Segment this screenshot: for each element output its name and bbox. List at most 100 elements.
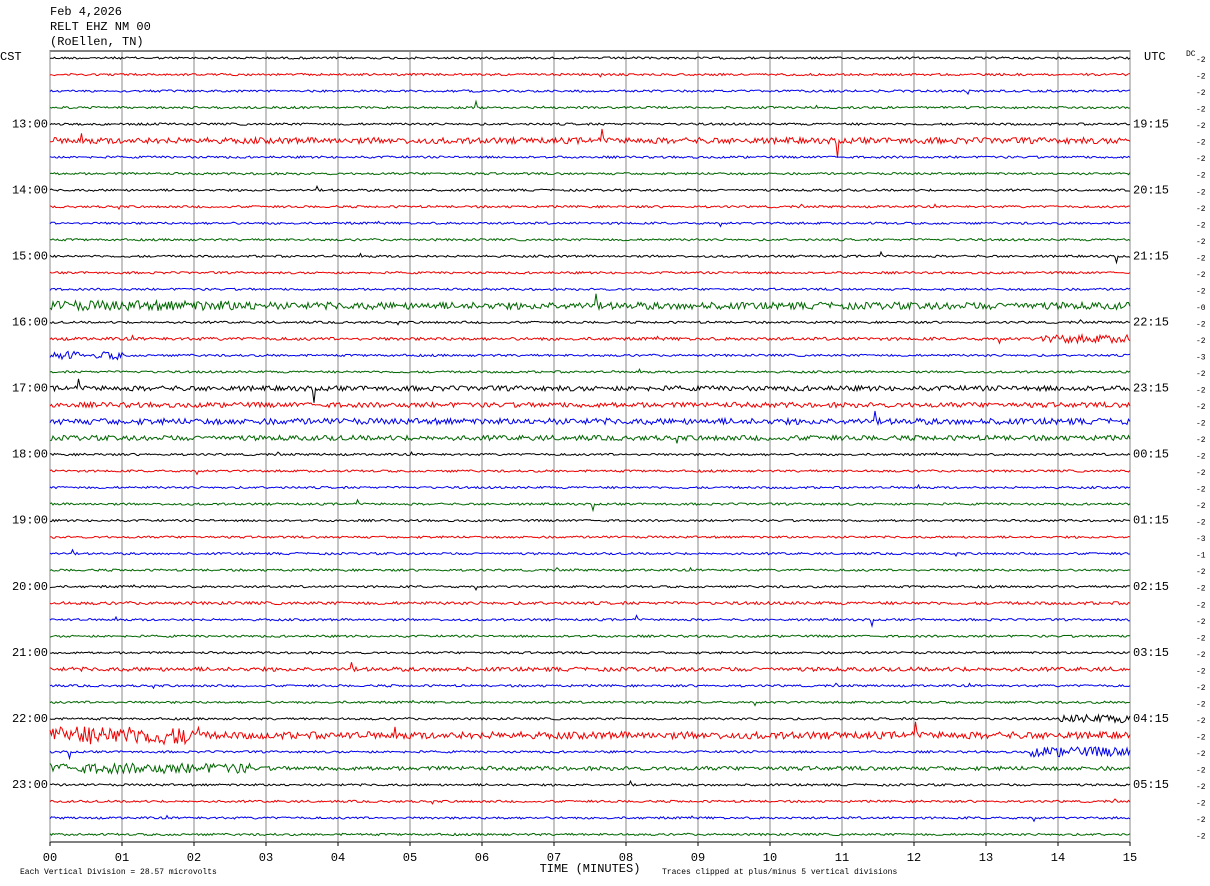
footer-left: Each Vertical Division = 28.57 microvolt…	[20, 868, 217, 877]
dc-offset: -2	[1196, 585, 1206, 594]
x-tick-label: 10	[763, 851, 777, 865]
trace	[49, 350, 1131, 361]
left-zone: CST	[0, 50, 22, 64]
trace	[49, 548, 1131, 558]
x-tick-label: 13	[979, 851, 993, 865]
dc-offset: -2	[1196, 634, 1206, 643]
footer-right: Traces clipped at plus/minus 5 vertical …	[662, 868, 897, 877]
dc-offset: -2	[1196, 667, 1206, 676]
trace	[49, 400, 1131, 409]
dc-offset: -1	[1196, 552, 1206, 561]
dc-offset: -2	[1196, 750, 1206, 759]
x-tick-label: 04	[331, 851, 345, 865]
x-axis-label: TIME (MINUTES)	[540, 862, 641, 876]
trace	[49, 469, 1131, 476]
dc-offset: -2	[1196, 684, 1206, 693]
left-time-label: 15:00	[12, 249, 48, 263]
right-time-label: 03:15	[1133, 646, 1169, 660]
trace	[49, 72, 1131, 78]
trace	[49, 584, 1131, 592]
left-time-label: 21:00	[12, 646, 48, 660]
trace	[49, 287, 1131, 292]
left-time-label: 19:00	[12, 514, 48, 528]
trace	[49, 155, 1131, 160]
x-tick-label: 05	[403, 851, 417, 865]
trace	[49, 410, 1131, 427]
dc-offset: -0	[1196, 304, 1206, 313]
dc-offset: -2	[1196, 783, 1206, 792]
x-tick-label: 06	[475, 851, 489, 865]
trace	[49, 814, 1131, 823]
x-tick-label: 02	[187, 851, 201, 865]
dc-offset: -2	[1196, 238, 1206, 247]
x-tick-label: 01	[115, 851, 129, 865]
trace	[49, 746, 1131, 761]
x-tick-label: 11	[835, 851, 849, 865]
trace	[49, 332, 1131, 345]
trace	[49, 798, 1131, 805]
trace	[49, 237, 1131, 242]
left-time-label: 13:00	[12, 117, 48, 131]
trace	[49, 721, 1131, 746]
dc-offset: -2	[1196, 106, 1206, 115]
dc-offset: -2	[1196, 221, 1206, 230]
trace	[49, 566, 1131, 573]
trace	[49, 762, 1131, 775]
trace	[49, 293, 1131, 312]
dc-offset: -2	[1196, 733, 1206, 742]
x-tick-label: 14	[1051, 851, 1065, 865]
trace	[49, 614, 1131, 628]
trace	[49, 122, 1131, 126]
right-time-label: 04:15	[1133, 712, 1169, 726]
trace	[49, 713, 1131, 724]
dc-offset: -2	[1196, 387, 1206, 396]
trace	[49, 535, 1131, 539]
trace	[49, 203, 1131, 211]
dc-offset: -2	[1196, 403, 1206, 412]
dc-offset: -2	[1196, 337, 1206, 346]
trace	[49, 650, 1130, 655]
dc-offset: -2	[1196, 816, 1206, 825]
dc-offset: -2	[1196, 651, 1206, 660]
right-time-label: 02:15	[1133, 580, 1169, 594]
dc-offset: -2	[1196, 833, 1206, 842]
left-time-label: 17:00	[12, 382, 48, 396]
dc-offset: -2	[1196, 618, 1206, 627]
trace	[49, 682, 1131, 690]
right-time-label: 23:15	[1133, 382, 1169, 396]
trace	[49, 185, 1131, 192]
dc-offset: -3	[1196, 353, 1206, 362]
dc-offset: -2	[1196, 420, 1206, 429]
dc-offset: -2	[1196, 502, 1206, 511]
trace	[50, 56, 1131, 60]
trace	[49, 832, 1131, 837]
trace	[49, 662, 1131, 673]
right-time-label: 01:15	[1133, 514, 1169, 528]
x-tick-label: 07	[547, 851, 561, 865]
trace	[49, 498, 1131, 513]
left-time-label: 18:00	[12, 448, 48, 462]
trace	[49, 634, 1131, 639]
trace	[49, 600, 1131, 606]
dc-offset: -2	[1196, 469, 1206, 478]
trace	[49, 699, 1131, 707]
dc-offset: -2	[1196, 370, 1206, 379]
dc-offset: -2	[1196, 287, 1206, 296]
dc-label: DC	[1186, 50, 1196, 59]
right-zone: UTC	[1144, 50, 1166, 64]
header-line: RELT EHZ NM 00	[50, 20, 151, 34]
dc-offset: -2	[1196, 568, 1206, 577]
right-time-label: 21:15	[1133, 249, 1169, 263]
left-time-label: 22:00	[12, 712, 48, 726]
dc-offset: -2	[1196, 188, 1206, 197]
left-time-label: 14:00	[12, 183, 48, 197]
x-tick-label: 00	[43, 851, 57, 865]
trace	[49, 483, 1131, 490]
trace	[49, 319, 1131, 326]
dc-offset: -2	[1196, 601, 1206, 610]
trace	[49, 451, 1131, 457]
dc-offset: -2	[1196, 700, 1206, 709]
x-tick-label: 09	[691, 851, 705, 865]
trace	[49, 99, 1131, 110]
dc-offset: -2	[1196, 271, 1206, 280]
